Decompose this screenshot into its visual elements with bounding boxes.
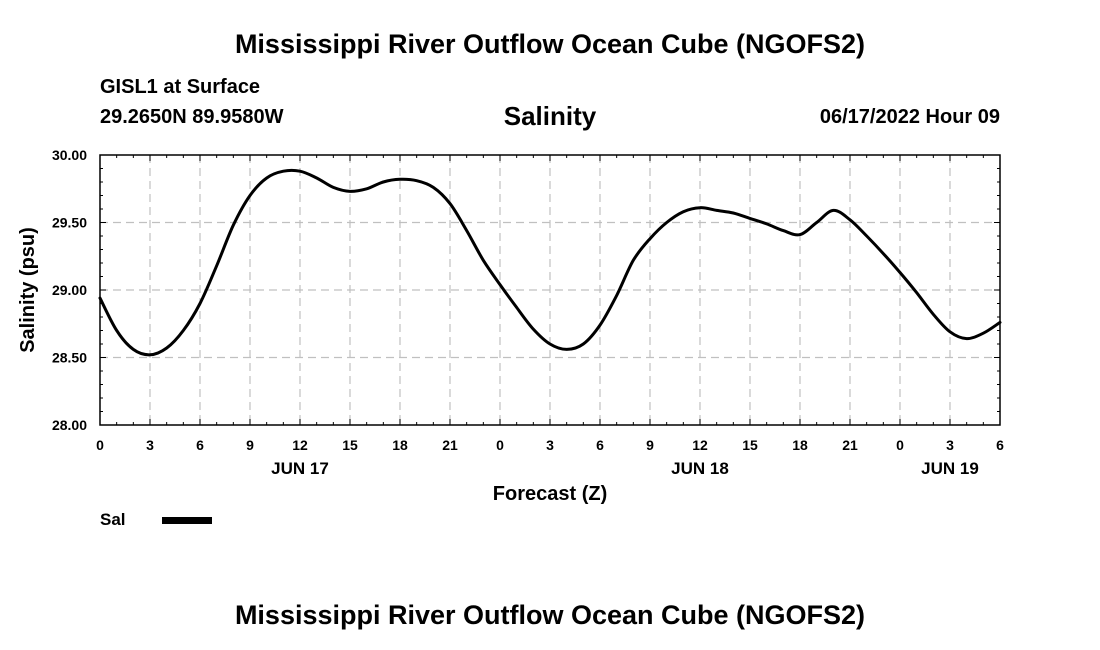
grid-lines [100, 155, 1000, 425]
x-tick-label: 6 [996, 437, 1004, 453]
series-line-sal [98, 168, 1002, 357]
chart-title: Salinity [503, 101, 597, 131]
footer-title: Mississippi River Outflow Ocean Cube (NG… [234, 600, 866, 630]
x-tick-label: 9 [646, 437, 654, 453]
x-tick-label: 15 [342, 437, 358, 453]
plot-frame [99, 154, 1001, 426]
y-tick-label: 28.00 [52, 417, 87, 433]
x-tick-labels: 0 3 6 9 12 15 18 21 0 3 6 9 12 15 18 21 0 3 6 [96, 437, 1004, 453]
legend-line-swatch [162, 517, 212, 524]
x-tick-label: 15 [742, 437, 758, 453]
x-tick-label: 3 [146, 437, 154, 453]
date-label: JUN 17 [271, 459, 329, 478]
y-tick-label: 28.50 [52, 350, 87, 366]
date-label: JUN 19 [921, 459, 979, 478]
x-tick-label: 6 [596, 437, 604, 453]
y-axis-label: Salinity (psu) [17, 227, 39, 353]
y-tick-labels: 28.00 28.50 29.00 29.50 30.00 [52, 147, 87, 433]
forecast-datetime: 06/17/2022 Hour 09 [819, 106, 1000, 128]
x-axis-label: Forecast (Z) [493, 483, 607, 505]
x-tick-label: 9 [246, 437, 254, 453]
x-tick-label: 3 [946, 437, 954, 453]
x-tick-label: 12 [292, 437, 308, 453]
y-tick-label: 29.00 [52, 282, 87, 298]
y-tick-label: 30.00 [52, 147, 87, 163]
x-tick-label: 21 [842, 437, 858, 453]
x-tick-label: 18 [392, 437, 408, 453]
x-tick-label: 21 [442, 437, 458, 453]
x-tick-label: 3 [546, 437, 554, 453]
station-coordinates: 29.2650N 89.9580W [100, 106, 284, 128]
date-labels: JUN 17 JUN 18 JUN 19 [271, 459, 979, 478]
x-tick-label: 0 [896, 437, 904, 453]
x-tick-label: 6 [196, 437, 204, 453]
station-label: GISL1 at Surface [100, 76, 261, 98]
series-layer [98, 168, 1002, 357]
y-tick-label: 29.50 [52, 215, 87, 231]
x-tick-label: 0 [96, 437, 104, 453]
x-tick-label: 0 [496, 437, 504, 453]
x-tick-label: 12 [692, 437, 708, 453]
main-title: Mississippi River Outflow Ocean Cube (NG… [234, 29, 866, 59]
date-label: JUN 18 [671, 459, 729, 478]
legend-label: Sal [100, 510, 126, 529]
x-tick-label: 18 [792, 437, 808, 453]
